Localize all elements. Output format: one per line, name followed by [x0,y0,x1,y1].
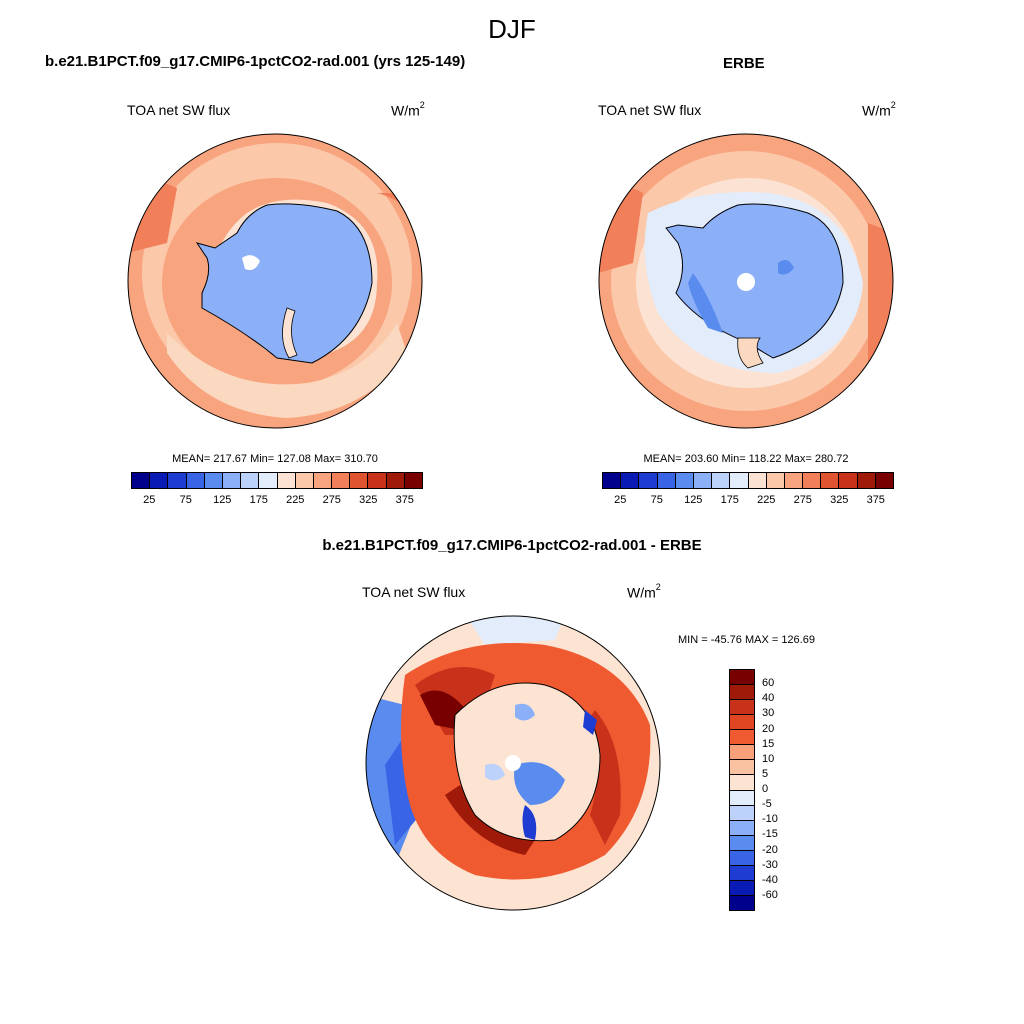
model-stats-line: MEAN= 217.67 Min= 127.08 Max= 310.70 [172,453,378,465]
colorbar-swatch [730,473,749,488]
colorbar-swatch [730,685,754,701]
colorbar-tick-label: 375 [866,494,885,506]
colorbar-tick-label: 175 [249,494,268,506]
colorbar-swatch [368,473,387,488]
colorbar-swatch [730,775,754,791]
diff-units-label: W/m2 [627,582,661,601]
colorbar-swatch [332,473,351,488]
colorbar-tick-label: 5 [762,767,769,780]
colorbar-tick-label: 75 [179,494,192,506]
colorbar-swatch [875,473,893,488]
colorbar-tick-label: 175 [720,494,739,506]
colorbar-tick-label: -40 [762,873,778,886]
colorbar-swatch [295,473,314,488]
obs-stats-line: MEAN= 203.60 Min= 118.22 Max= 280.72 [643,453,849,465]
colorbar-swatch [712,473,731,488]
colorbar-swatch [730,700,754,716]
colorbar-swatch [730,865,754,881]
colorbar-tick-label: 325 [830,494,849,506]
colorbar-swatch [313,473,333,488]
colorbar-swatch [730,820,754,836]
colorbar-tick-label: -60 [762,888,778,901]
colorbar-swatch [784,473,804,488]
colorbar-tick-label: 30 [762,707,775,720]
colorbar-tick-label: 225 [757,494,776,506]
colorbar-swatch [603,473,622,488]
colorbar-tick-label: 375 [395,494,414,506]
colorbar-tick-label: 75 [650,494,663,506]
colorbar-swatch [241,473,260,488]
diff-panel-title: b.e21.B1PCT.f09_g17.CMIP6-1pctCO2-rad.00… [322,537,702,554]
model-variable-label: TOA net SW flux [127,102,231,118]
colorbar-swatch [839,473,858,488]
colorbar-swatch [168,473,187,488]
colorbar-tick-label: 60 [762,677,775,690]
colorbar-swatch [730,745,754,761]
colorbar-swatch [150,473,169,488]
obs-units-label: W/m2 [862,100,896,119]
colorbar-swatch [748,473,767,488]
colorbar-swatch [404,473,422,488]
colorbar-swatch [730,805,754,821]
colorbar-tick-label: 40 [762,692,775,705]
colorbar-swatch [730,880,754,896]
colorbar-swatch [204,473,223,488]
colorbar-tick-label: 0 [762,783,769,795]
colorbar-tick-label: -20 [762,843,778,856]
season-title: DJF [488,14,536,44]
colorbar-tick-label: 275 [322,494,341,506]
colorbar-tick-label: 125 [213,494,232,506]
colorbar-swatch [730,670,754,686]
colorbar-tick-label: 15 [762,737,775,750]
colorbar-swatch [693,473,713,488]
colorbar-swatch [730,760,754,776]
colorbar-swatch [730,850,754,866]
colorbar-tick-label: 325 [359,494,378,506]
colorbar-swatch [766,473,785,488]
colorbar-swatch [132,473,151,488]
obs-panel-title: ERBE [723,55,765,72]
colorbar-tick-label: 275 [793,494,812,506]
colorbar-swatch [621,473,640,488]
colorbar-swatch [277,473,296,488]
colorbar-swatch [730,730,754,746]
colorbar-tick-label: -30 [762,858,778,871]
diff-stats-line: MIN = -45.76 MAX = 126.69 [678,634,815,646]
colorbar-tick-label: 20 [762,722,775,735]
colorbar-tick-label: 225 [286,494,305,506]
obs-colorbar [602,472,894,489]
colorbar-tick-label: 125 [684,494,703,506]
diff-polar-map [365,615,661,911]
obs-variable-label: TOA net SW flux [598,102,702,118]
model-colorbar [131,472,423,489]
colorbar-swatch [350,473,369,488]
colorbar-swatch [386,473,405,488]
colorbar-tick-label: 25 [614,494,627,506]
colorbar-tick-label: -10 [762,813,778,826]
colorbar-tick-label: 25 [143,494,156,506]
colorbar-tick-label: -5 [762,798,772,811]
colorbar-tick-label: -15 [762,828,778,841]
colorbar-swatch [639,473,658,488]
model-units-label: W/m2 [391,100,425,119]
model-panel-title: b.e21.B1PCT.f09_g17.CMIP6-1pctCO2-rad.00… [45,53,466,70]
colorbar-swatch [730,790,754,806]
colorbar-swatch [803,473,822,488]
diff-colorbar [729,669,755,911]
colorbar-swatch [730,895,754,910]
colorbar-swatch [857,473,876,488]
colorbar-swatch [730,835,754,851]
obs-polar-map [598,133,894,429]
colorbar-swatch [259,473,278,488]
colorbar-swatch [821,473,840,488]
colorbar-swatch [222,473,242,488]
colorbar-swatch [657,473,676,488]
colorbar-tick-label: 10 [762,752,775,765]
colorbar-swatch [186,473,205,488]
colorbar-swatch [675,473,694,488]
colorbar-swatch [730,715,754,731]
diff-variable-label: TOA net SW flux [362,584,466,600]
model-polar-map [127,133,423,429]
